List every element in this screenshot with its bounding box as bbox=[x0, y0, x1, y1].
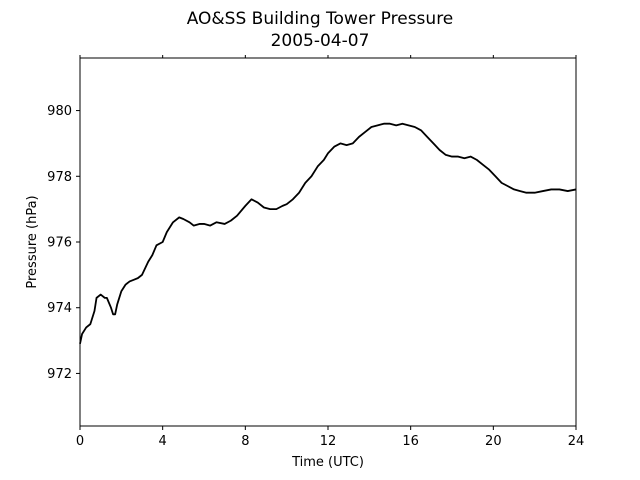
y-tick-label: 974 bbox=[47, 301, 72, 316]
y-tick-label: 980 bbox=[47, 104, 72, 119]
y-axis-label: Pressure (hPa) bbox=[25, 195, 40, 288]
y-axis-ticks: 972 974 976 978 980 bbox=[47, 104, 80, 382]
y-tick-label: 976 bbox=[47, 236, 72, 251]
y-tick-label: 978 bbox=[47, 170, 72, 185]
x-tick-label: 24 bbox=[568, 434, 585, 449]
x-tick-label: 12 bbox=[320, 434, 337, 449]
series-line bbox=[79, 122, 577, 345]
axes-frame bbox=[79, 57, 577, 427]
chart-title: AO&SS Building Tower Pressure bbox=[187, 9, 454, 29]
x-tick-label: 0 bbox=[76, 434, 84, 449]
x-tick-label: 4 bbox=[159, 434, 167, 449]
x-tick-label: 8 bbox=[241, 434, 249, 449]
y-tick-label: 972 bbox=[47, 367, 72, 382]
plot-area bbox=[80, 58, 576, 426]
x-tick-label: 20 bbox=[485, 434, 502, 449]
chart-subtitle: 2005-04-07 bbox=[271, 31, 370, 51]
x-tick-label: 16 bbox=[402, 434, 419, 449]
x-axis-label: Time (UTC) bbox=[291, 455, 364, 470]
x-axis-ticks: 0 4 8 12 16 20 24 bbox=[76, 55, 584, 449]
